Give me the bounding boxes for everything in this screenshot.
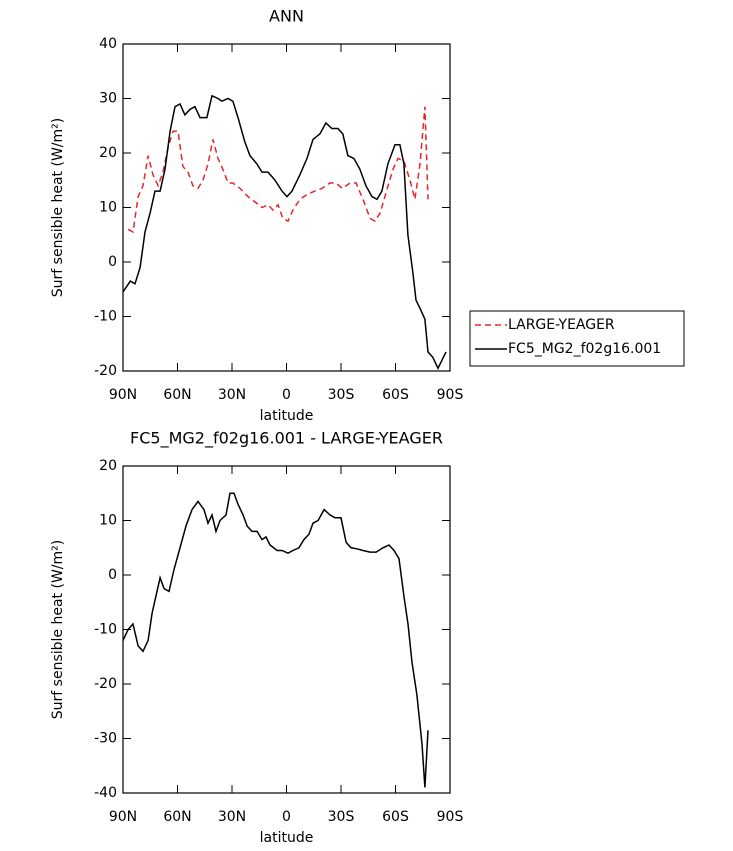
y-tick-label: 30 — [99, 91, 117, 107]
x-tick-label: 30N — [218, 809, 246, 825]
y-tick-label: -20 — [94, 676, 117, 692]
chart-title: FC5_MG2_f02g16.001 - LARGE-YEAGER — [130, 429, 443, 449]
y-tick-label: -20 — [94, 363, 117, 379]
data-line — [127, 106, 429, 234]
y-axis-label: Surf sensible heat (W/m²) — [50, 118, 66, 297]
x-tick-label: 60N — [163, 387, 191, 403]
y-tick-label: 10 — [99, 513, 117, 529]
x-tick-label: 90S — [437, 387, 464, 403]
y-tick-label: 10 — [99, 200, 117, 216]
x-tick-label: 90S — [437, 809, 464, 825]
y-tick-label: 20 — [99, 458, 117, 474]
chart-title: ANN — [269, 7, 304, 26]
legend-label: LARGE-YEAGER — [508, 317, 615, 333]
y-tick-label: 20 — [99, 145, 117, 161]
x-tick-label: 30S — [328, 809, 355, 825]
legend-box — [469, 310, 685, 367]
y-tick-label: -10 — [94, 309, 117, 325]
data-line — [122, 94, 447, 371]
x-tick-label: 0 — [282, 387, 291, 403]
y-tick-label: -30 — [94, 731, 117, 747]
x-axis-label: latitude — [260, 408, 314, 424]
x-tick-label: 30N — [218, 387, 246, 403]
x-tick-label: 60S — [382, 809, 409, 825]
x-tick-label: 0 — [282, 809, 291, 825]
x-tick-label: 60S — [382, 387, 409, 403]
y-tick-label: 40 — [99, 36, 117, 52]
legend-label: FC5_MG2_f02g16.001 — [508, 341, 661, 357]
x-tick-label: 90N — [109, 387, 137, 403]
y-tick-label: -10 — [94, 622, 117, 638]
data-line — [122, 492, 429, 788]
plot-frame — [122, 43, 451, 372]
plot-frame — [122, 465, 451, 794]
y-tick-label: 0 — [108, 567, 117, 583]
y-tick-label: -40 — [94, 785, 117, 801]
y-axis-label: Surf sensible heat (W/m²) — [50, 540, 66, 719]
x-tick-label: 30S — [328, 387, 355, 403]
x-axis-label: latitude — [260, 830, 314, 846]
y-tick-label: 0 — [108, 254, 117, 270]
x-tick-label: 60N — [163, 809, 191, 825]
x-tick-label: 90N — [109, 809, 137, 825]
